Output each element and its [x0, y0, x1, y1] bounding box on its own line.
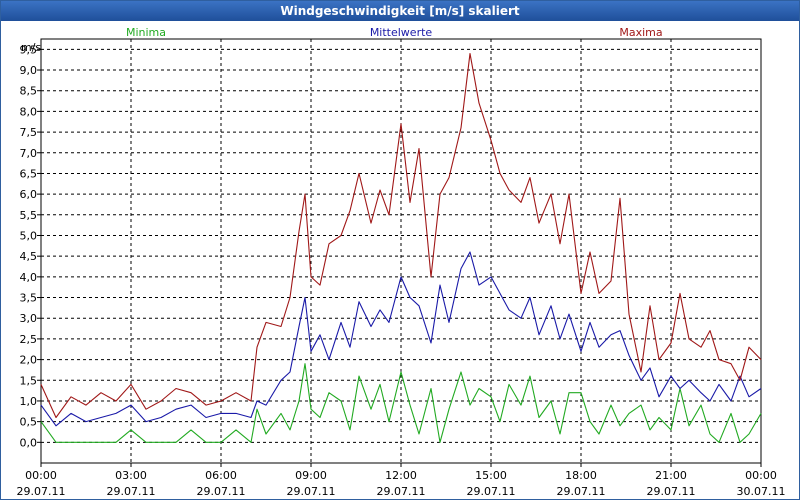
series-line-mittelwerte	[40, 251, 762, 427]
x-tick-time: 09:00	[295, 469, 327, 482]
y-tick-label: 1,0	[20, 395, 38, 408]
y-tick-label: 0,0	[20, 436, 38, 449]
x-tick-time: 12:00	[385, 469, 417, 482]
x-tick-date: 29.07.11	[557, 485, 606, 498]
x-tick-time: 00:00	[745, 469, 777, 482]
x-tick-time: 03:00	[115, 469, 147, 482]
y-tick-label: 5,0	[20, 229, 38, 242]
x-tick-date: 29.07.11	[287, 485, 336, 498]
x-tick-date: 29.07.11	[647, 485, 696, 498]
legend-maxima: Maxima	[619, 26, 662, 39]
y-tick-label: 8,0	[20, 105, 38, 118]
x-tick-time: 06:00	[205, 469, 237, 482]
series-line-minima	[40, 363, 762, 443]
window-title: Windgeschwindigkeit [m/s] skaliert	[1, 1, 799, 21]
y-tick-label: 6,5	[20, 167, 38, 180]
y-tick-label: 7,0	[20, 147, 38, 160]
x-tick-time: 00:00	[25, 469, 57, 482]
x-tick-date: 29.07.11	[377, 485, 426, 498]
y-tick-label: 5,5	[20, 209, 38, 222]
x-tick-date: 29.07.11	[17, 485, 66, 498]
legend-minima: Minima	[126, 26, 166, 39]
y-tick-label: 7,5	[20, 126, 38, 139]
y-tick-label: 3,0	[20, 312, 38, 325]
y-tick-label: 0,5	[20, 416, 38, 429]
x-tick-time: 18:00	[565, 469, 597, 482]
x-tick-date: 29.07.11	[197, 485, 246, 498]
y-tick-label: 3,5	[20, 292, 38, 305]
x-tick-date: 30.07.11	[737, 485, 786, 498]
y-axis-label: m/s	[21, 41, 41, 54]
x-tick-date: 29.07.11	[107, 485, 156, 498]
y-tick-label: 1,5	[20, 374, 38, 387]
x-tick-date: 29.07.11	[467, 485, 516, 498]
y-tick-label: 9,5	[20, 43, 38, 56]
x-tick-time: 15:00	[475, 469, 507, 482]
y-tick-label: 2,5	[20, 333, 38, 346]
legend-mittelwerte: Mittelwerte	[370, 26, 433, 39]
y-tick-label: 9,0	[20, 64, 38, 77]
series-line-maxima	[40, 52, 762, 419]
x-tick-time: 21:00	[655, 469, 687, 482]
y-tick-label: 8,5	[20, 85, 38, 98]
y-tick-label: 6,0	[20, 188, 38, 201]
y-tick-label: 2,0	[20, 354, 38, 367]
y-tick-label: 4,0	[20, 271, 38, 284]
y-tick-label: 4,5	[20, 250, 38, 263]
